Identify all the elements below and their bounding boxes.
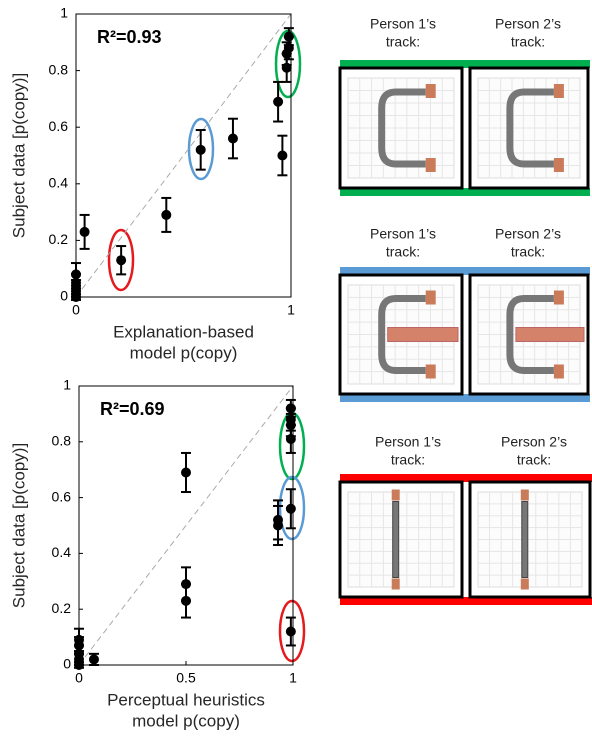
track-label: Person 1’s [370, 226, 436, 242]
y-axis-label: Subject data [p(copy)] [9, 73, 28, 238]
house [426, 158, 436, 172]
house [554, 84, 564, 98]
track-label: track: [511, 244, 545, 260]
x-tick-label: 1 [289, 670, 297, 686]
x-tick-label: 0 [72, 302, 80, 318]
y-tick-label: 0.8 [49, 61, 69, 77]
data-point [228, 134, 238, 144]
annotation: R²=0.69 [100, 399, 165, 419]
x-tick-label: 0.5 [176, 670, 196, 686]
data-point [74, 660, 84, 670]
track-label: track: [511, 34, 545, 50]
diagonal [76, 14, 291, 297]
wall [388, 328, 458, 342]
data-point [181, 467, 191, 477]
house [426, 291, 436, 305]
track [522, 502, 528, 578]
house [426, 365, 436, 379]
y-tick-label: 0.2 [52, 600, 72, 616]
data-point [286, 504, 296, 514]
data-point [161, 210, 171, 220]
data-point [89, 654, 99, 664]
house [521, 579, 529, 590]
y-tick-label: 0 [60, 288, 68, 304]
y-tick-label: 1 [60, 5, 68, 21]
data-point [273, 97, 283, 107]
data-point [116, 255, 126, 265]
data-point [277, 151, 287, 161]
x-tick-label: 1 [287, 302, 295, 318]
track-label: Person 1’s [370, 16, 436, 32]
x-axis-label: model p(copy) [130, 343, 238, 362]
y-tick-label: 0.6 [49, 118, 69, 134]
track-label: Person 2’s [495, 226, 561, 242]
track-label: track: [391, 452, 425, 468]
track-label: track: [517, 452, 551, 468]
data-point [196, 145, 206, 155]
diagonal [79, 386, 293, 665]
data-point [181, 596, 191, 606]
y-tick-label: 0.6 [52, 488, 72, 504]
data-point [71, 292, 81, 302]
y-tick-label: 0 [63, 656, 71, 672]
track-label: Person 2’s [495, 16, 561, 32]
house [554, 365, 564, 379]
house [554, 291, 564, 305]
y-tick-label: 0.8 [52, 433, 72, 449]
y-tick-label: 1 [63, 377, 71, 393]
y-tick-label: 0.4 [52, 544, 72, 560]
x-axis-label: Perceptual heuristics [107, 690, 265, 709]
data-point [273, 521, 283, 531]
y-axis-label: Subject data [p(copy)] [9, 443, 28, 608]
figure: 0 0.2 0.4 0.6 0.8 1 0 1 Explanation-based model p… [0, 0, 592, 745]
x-axis-label: model p(copy) [132, 711, 240, 730]
track-label: track: [386, 34, 420, 50]
data-point [284, 32, 294, 42]
x-axis-label: Explanation-based [113, 322, 254, 341]
track-label: Person 1’s [375, 434, 441, 450]
data-point [80, 227, 90, 237]
house [392, 490, 400, 501]
house [521, 490, 529, 501]
track-label: Person 2’s [501, 434, 567, 450]
data-point [286, 403, 296, 413]
house [426, 84, 436, 98]
wall [516, 328, 584, 342]
house [554, 158, 564, 172]
track-label: track: [386, 244, 420, 260]
data-point [286, 627, 296, 637]
house [392, 579, 400, 590]
y-tick-label: 0.2 [49, 231, 69, 247]
x-tick-label: 0 [75, 670, 83, 686]
annotation: R²=0.93 [97, 27, 162, 47]
track [393, 502, 399, 578]
y-tick-label: 0.4 [49, 175, 69, 191]
